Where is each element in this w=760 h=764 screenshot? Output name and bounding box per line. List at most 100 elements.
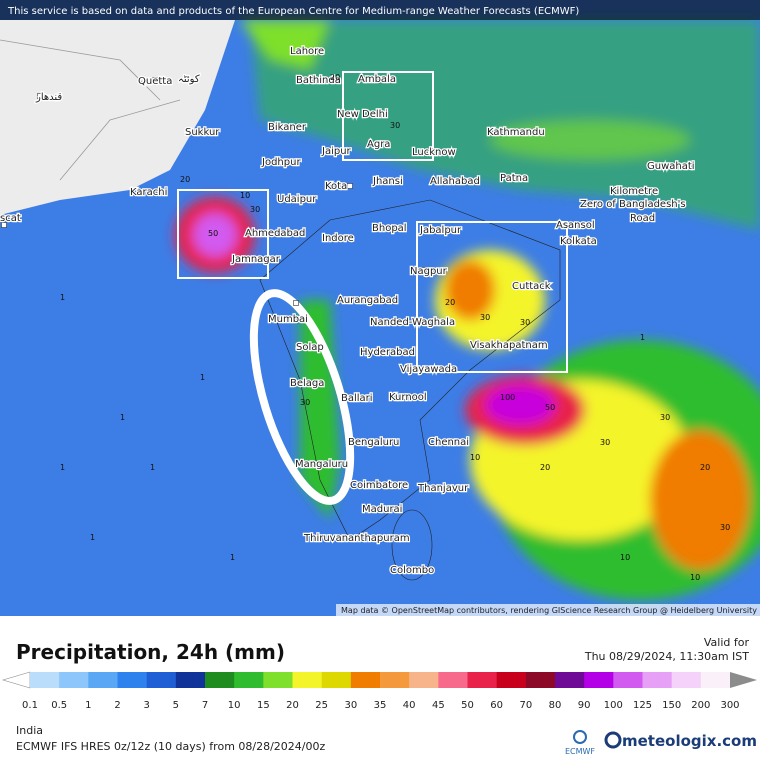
place-marker [366, 440, 372, 446]
place-label: Cuttack [512, 281, 551, 292]
place-label: Chennai [428, 437, 469, 448]
scale-label: 0.1 [22, 700, 38, 711]
legend-title: Precipitation, 24h (mm) [16, 640, 285, 664]
scale-label: 5 [173, 700, 179, 711]
contour-label: 1 [640, 333, 645, 342]
contour-label: 20 [700, 463, 710, 472]
place-label: Kurnool [389, 392, 427, 403]
scale-bin [671, 672, 702, 688]
valid-label: Valid for [704, 636, 750, 649]
place-label: Ambala [358, 74, 396, 85]
contour-label: 30 [300, 398, 310, 407]
scale-bin [234, 672, 264, 688]
place-label: Ballari [341, 393, 373, 404]
place-marker [665, 163, 671, 169]
ecmwf-logo: ECMWF [565, 747, 595, 756]
scale-bin [525, 672, 556, 688]
place-label: Guwahati [647, 161, 695, 172]
place-label: Lucknow [412, 147, 456, 158]
place-marker [152, 77, 158, 83]
scale-label: 50 [461, 700, 474, 711]
contour-label: 10 [690, 573, 700, 582]
place-label: Agra [367, 139, 390, 150]
scale-bin [496, 672, 527, 688]
place-label: Indore [322, 233, 354, 244]
scale-label: 300 [720, 700, 739, 711]
place-label: Zero of Bangladesh's [580, 199, 686, 210]
site-logo: meteologix.com [622, 732, 757, 750]
contour-label: 20 [330, 73, 340, 82]
place-label: scat [0, 213, 21, 224]
place-label: Vijayawada [400, 364, 457, 375]
place-label: Coimbatore [350, 480, 408, 491]
scale-label: 2 [114, 700, 120, 711]
contour-label: 20 [180, 175, 190, 184]
place-marker [572, 223, 578, 229]
valid-time: Thu 08/29/2024, 11:30am IST [584, 650, 749, 663]
scale-bin [467, 672, 498, 688]
notice: This service is based on data and produc… [7, 6, 579, 17]
place-marker [1, 222, 7, 228]
place-marker [293, 300, 299, 306]
place-marker [37, 93, 43, 99]
place-marker [281, 125, 287, 131]
contour-label: 30 [720, 523, 730, 532]
scale-label: 1 [85, 700, 91, 711]
place-label: Kilometre [610, 186, 658, 197]
place-label: New Delhi [337, 109, 388, 120]
place-label: Hyderabad [360, 347, 415, 358]
place-marker [367, 483, 373, 489]
scale-bin [292, 672, 323, 688]
scale-label: 80 [549, 700, 562, 711]
contour-label: 1 [230, 553, 235, 562]
contour-label: 10 [470, 453, 480, 462]
place-marker [294, 196, 300, 202]
place-marker [202, 129, 208, 135]
place-label: Mumbai [268, 314, 308, 325]
place-marker [369, 297, 375, 303]
scale-label: 90 [578, 700, 591, 711]
place-marker [420, 227, 426, 233]
place-marker [302, 49, 308, 55]
contour-label: 100 [500, 393, 515, 402]
scale-bin [205, 672, 235, 688]
place-label: Madurai [362, 504, 402, 515]
place-label: Kolkata [560, 236, 597, 247]
place-label: Patna [500, 173, 528, 184]
place-marker [313, 461, 319, 467]
scale-bin [350, 672, 381, 688]
scale-label: 60 [490, 700, 503, 711]
model-info: ECMWF IFS HRES 0z/12z (10 days) from 08/… [16, 740, 326, 753]
place-marker [327, 77, 333, 83]
legend: Precipitation, 24h (mm) Valid for Thu 08… [1, 636, 757, 756]
contour-label: 50 [208, 229, 218, 238]
place-label: Jodhpur [261, 157, 301, 168]
place-label: Lahore [290, 46, 324, 57]
contour-label: 30 [480, 313, 490, 322]
place-label: Ahmedabad [245, 228, 305, 239]
scale-label: 20 [286, 700, 299, 711]
scale-bin [59, 672, 89, 688]
scale-bin [30, 672, 60, 688]
contour-label: 20 [445, 298, 455, 307]
place-marker [330, 147, 336, 153]
attribution: Map data © OpenStreetMap contributors, r… [341, 606, 757, 615]
contour-label: 10 [240, 191, 250, 200]
place-label: Nanded-Waghala [370, 317, 455, 328]
place-label: Nagpur [410, 266, 448, 277]
place-label: Udaipur [277, 194, 317, 205]
scale-label: 3 [143, 700, 149, 711]
place-marker [277, 159, 283, 165]
place-label: Jabalpur [419, 225, 462, 236]
place-label: Colombo [390, 565, 434, 576]
place-label: Road [630, 213, 655, 224]
place-marker [424, 366, 430, 372]
place-marker [369, 77, 375, 83]
scale-bin [613, 672, 643, 688]
place-marker [252, 230, 258, 236]
map: This service is based on data and produc… [0, 0, 760, 616]
place-label: Allahabad [430, 176, 480, 187]
contour-label: 10 [620, 553, 630, 562]
scale-label: 40 [403, 700, 416, 711]
region: India [16, 724, 43, 737]
